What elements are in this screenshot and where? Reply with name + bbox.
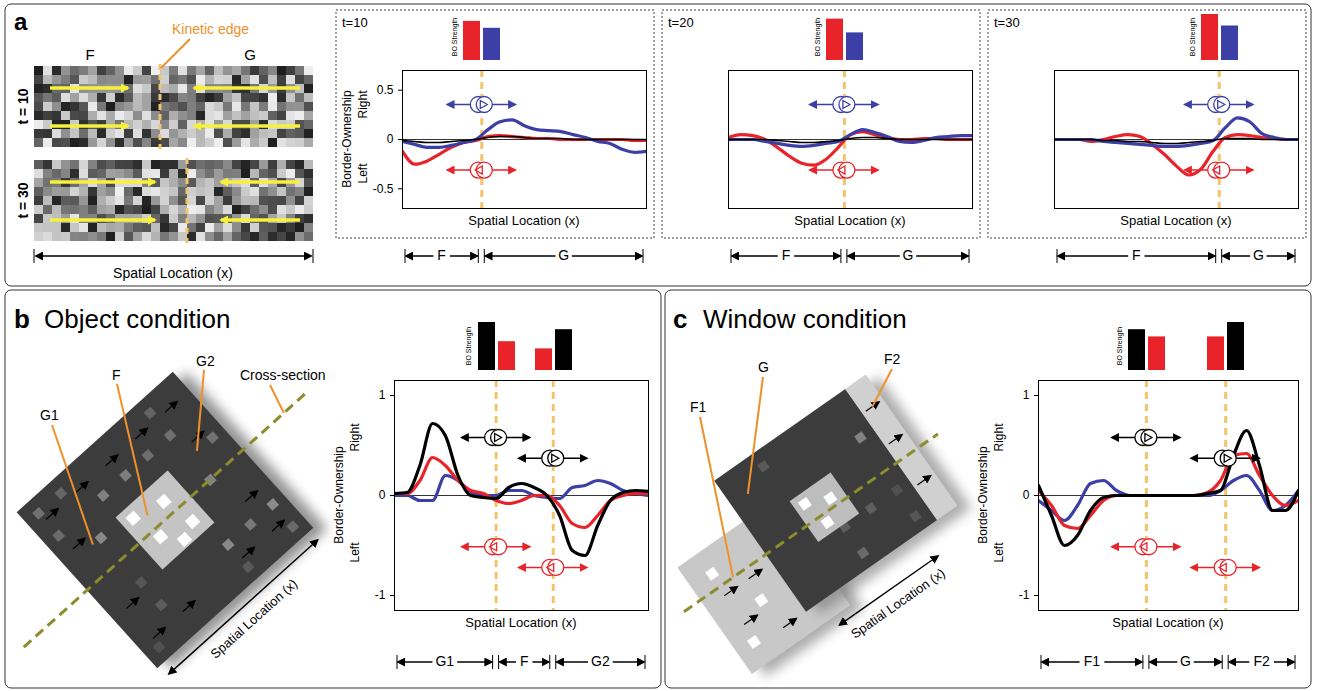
svg-text:Spatial Location (x): Spatial Location (x) bbox=[1112, 615, 1223, 630]
svg-text:F: F bbox=[85, 46, 94, 63]
svg-text:F1: F1 bbox=[690, 399, 707, 415]
svg-text:1: 1 bbox=[1023, 388, 1030, 402]
svg-text:G: G bbox=[1253, 247, 1264, 263]
svg-text:t=30: t=30 bbox=[994, 15, 1020, 30]
svg-text:0: 0 bbox=[379, 488, 386, 502]
svg-text:t=20: t=20 bbox=[668, 15, 694, 30]
svg-text:Left: Left bbox=[348, 542, 362, 563]
svg-text:t=10: t=10 bbox=[342, 15, 368, 30]
svg-text:BO Strength: BO Strength bbox=[1189, 18, 1197, 57]
svg-text:F: F bbox=[782, 247, 791, 263]
svg-text:Left: Left bbox=[356, 163, 370, 184]
svg-text:Spatial Location (x): Spatial Location (x) bbox=[468, 213, 579, 228]
svg-text:Window condition: Window condition bbox=[703, 304, 907, 334]
svg-text:F: F bbox=[1132, 247, 1141, 263]
svg-text:F: F bbox=[112, 367, 121, 383]
svg-text:G1: G1 bbox=[40, 407, 59, 423]
svg-text:Spatial Location (x): Spatial Location (x) bbox=[848, 565, 948, 641]
svg-text:F2: F2 bbox=[884, 351, 901, 367]
svg-text:b: b bbox=[14, 304, 30, 334]
svg-text:0: 0 bbox=[387, 132, 394, 146]
svg-text:Cross-section: Cross-section bbox=[240, 367, 326, 383]
svg-text:0.5: 0.5 bbox=[377, 83, 394, 97]
svg-text:Spatial Location (x): Spatial Location (x) bbox=[208, 576, 301, 662]
svg-text:Spatial Location (x): Spatial Location (x) bbox=[113, 265, 233, 281]
svg-text:G: G bbox=[244, 46, 256, 63]
svg-text:BO Strength: BO Strength bbox=[814, 18, 822, 57]
svg-text:G2: G2 bbox=[196, 353, 215, 369]
svg-text:G: G bbox=[558, 247, 569, 263]
svg-text:Left: Left bbox=[992, 542, 1006, 563]
svg-text:Spatial Location (x): Spatial Location (x) bbox=[465, 615, 576, 630]
svg-text:F2: F2 bbox=[1253, 653, 1270, 669]
svg-text:Kinetic edge: Kinetic edge bbox=[172, 21, 249, 37]
svg-text:BO Strength: BO Strength bbox=[465, 327, 473, 366]
svg-text:Right: Right bbox=[348, 423, 362, 452]
svg-text:Border-Ownership: Border-Ownership bbox=[332, 446, 346, 544]
svg-text:Right: Right bbox=[992, 423, 1006, 452]
svg-text:Right: Right bbox=[356, 90, 370, 119]
svg-text:BO Strength: BO Strength bbox=[451, 18, 459, 57]
svg-text:Spatial Location (x): Spatial Location (x) bbox=[794, 213, 905, 228]
svg-text:Spatial Location (x): Spatial Location (x) bbox=[1120, 213, 1231, 228]
svg-text:F: F bbox=[520, 653, 529, 669]
svg-text:1: 1 bbox=[379, 388, 386, 402]
svg-text:a: a bbox=[14, 8, 28, 35]
svg-text:Object condition: Object condition bbox=[44, 304, 230, 334]
svg-text:Border-Ownership: Border-Ownership bbox=[340, 90, 354, 188]
svg-text:G: G bbox=[903, 247, 914, 263]
svg-text:0: 0 bbox=[1023, 488, 1030, 502]
svg-text:c: c bbox=[673, 304, 687, 334]
svg-text:t = 10: t = 10 bbox=[15, 88, 31, 124]
svg-text:G1: G1 bbox=[435, 653, 454, 669]
svg-text:-0.5: -0.5 bbox=[373, 182, 394, 196]
svg-text:BO Strength: BO Strength bbox=[1116, 327, 1124, 366]
svg-text:G2: G2 bbox=[591, 653, 610, 669]
svg-text:t = 30: t = 30 bbox=[15, 182, 31, 218]
svg-text:F: F bbox=[437, 247, 446, 263]
svg-text:-1: -1 bbox=[1019, 588, 1030, 602]
svg-text:-1: -1 bbox=[375, 588, 386, 602]
svg-text:G: G bbox=[758, 359, 769, 375]
svg-text:F1: F1 bbox=[1084, 653, 1101, 669]
svg-text:Border-Ownership: Border-Ownership bbox=[976, 446, 990, 544]
svg-text:G: G bbox=[1180, 653, 1191, 669]
